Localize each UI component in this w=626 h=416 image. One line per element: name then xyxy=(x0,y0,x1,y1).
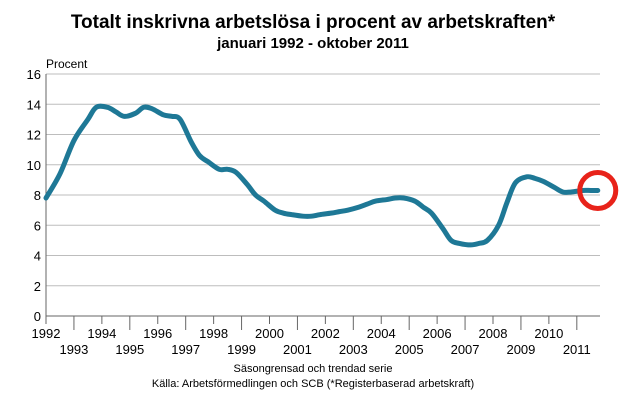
y-tick-label: 16 xyxy=(27,67,41,82)
chart-title: Totalt inskrivna arbetslösa i procent av… xyxy=(70,12,556,33)
y-tick-label: 12 xyxy=(27,128,41,143)
y-tick-label: 8 xyxy=(34,188,41,203)
x-tick-label: 2005 xyxy=(395,342,424,357)
x-tick-label: 2001 xyxy=(283,342,312,357)
x-tick-label: 2010 xyxy=(534,326,563,341)
y-tick-label: 2 xyxy=(34,279,41,294)
y-axis: 0 2 4 6 8 10 12 14 16 xyxy=(27,67,47,324)
gridlines xyxy=(46,73,600,317)
x-tick-label: 1998 xyxy=(199,326,228,341)
x-tick-label: 2009 xyxy=(506,342,535,357)
x-tick-label: 1996 xyxy=(143,326,172,341)
y-tick-label: 4 xyxy=(34,249,41,264)
x-tick-label: 1997 xyxy=(171,342,200,357)
x-tick-label: 1994 xyxy=(87,326,116,341)
x-tick-label: 2003 xyxy=(339,342,368,357)
y-tick-label: 6 xyxy=(34,218,41,233)
y-tick-label: 0 xyxy=(34,309,41,324)
highlight-circle xyxy=(577,169,619,211)
series-note: Säsongrensad och trendad serie xyxy=(233,363,393,375)
x-tick-label: 2004 xyxy=(367,326,396,341)
y-axis-label: Procent xyxy=(46,57,88,71)
y-tick-label: 14 xyxy=(27,97,41,112)
x-tick-label: 2007 xyxy=(451,342,480,357)
x-axis: 1992 1994 1996 1998 2000 2002 2004 2006 2008 2010… xyxy=(32,316,591,357)
x-tick-label: 2002 xyxy=(311,326,340,341)
x-tick-label: 2006 xyxy=(423,326,452,341)
x-tick-label: 1999 xyxy=(227,342,256,357)
x-tick-label: 2000 xyxy=(255,326,284,341)
y-tick-label: 10 xyxy=(27,158,41,173)
chart-subtitle: januari 1992 - oktober 2011 xyxy=(217,35,409,52)
x-tick-label: 1993 xyxy=(59,342,88,357)
source-note: Källa: Arbetsförmedlingen och SCB (*Regi… xyxy=(151,378,475,390)
series-line xyxy=(43,103,601,248)
x-tick-label: 1995 xyxy=(115,342,144,357)
x-tick-label: 1992 xyxy=(32,326,61,341)
x-tick-label: 2011 xyxy=(563,342,591,357)
x-tick-label: 2008 xyxy=(479,326,508,341)
